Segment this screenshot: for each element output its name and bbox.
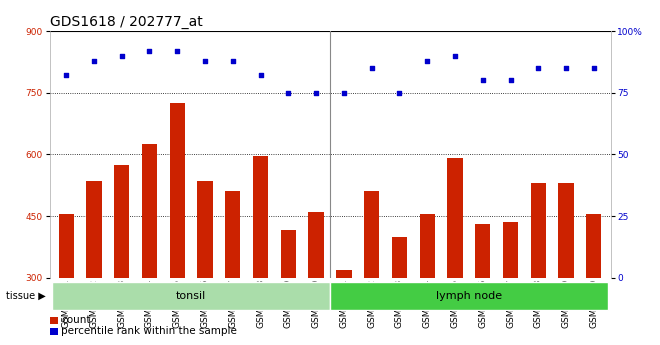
Point: [394, 90, 405, 96]
Bar: [503, 222, 518, 278]
Text: GDS1618 / 202777_at: GDS1618 / 202777_at: [50, 14, 202, 29]
Bar: [142, 144, 157, 278]
Point: [88, 58, 99, 63]
Bar: [364, 191, 380, 278]
Bar: [420, 214, 435, 278]
Bar: [308, 212, 324, 278]
Point: [506, 78, 516, 83]
Bar: [59, 214, 74, 278]
Text: percentile rank within the sample: percentile rank within the sample: [61, 326, 237, 336]
Text: lymph node: lymph node: [436, 291, 502, 301]
Text: count: count: [61, 315, 91, 325]
Point: [116, 53, 127, 58]
Point: [449, 53, 460, 58]
Bar: [475, 224, 490, 278]
Point: [422, 58, 432, 63]
Point: [477, 78, 488, 83]
Point: [172, 48, 183, 53]
Point: [561, 65, 572, 71]
Bar: [225, 191, 240, 278]
Point: [255, 73, 266, 78]
Point: [228, 58, 238, 63]
Point: [339, 90, 349, 96]
Point: [533, 65, 544, 71]
Bar: [114, 165, 129, 278]
Bar: [336, 269, 352, 278]
Point: [311, 90, 321, 96]
Bar: [586, 214, 601, 278]
Bar: [330, 282, 608, 310]
Bar: [170, 103, 185, 278]
Bar: [280, 230, 296, 278]
Point: [366, 65, 377, 71]
Bar: [447, 158, 463, 278]
Point: [283, 90, 294, 96]
Bar: [558, 183, 574, 278]
Point: [589, 65, 599, 71]
Bar: [253, 156, 268, 278]
Bar: [86, 181, 102, 278]
Bar: [531, 183, 546, 278]
Text: tonsil: tonsil: [176, 291, 207, 301]
Point: [61, 73, 71, 78]
Text: tissue ▶: tissue ▶: [7, 291, 46, 301]
Point: [144, 48, 154, 53]
Point: [200, 58, 211, 63]
Bar: [52, 282, 330, 310]
Bar: [197, 181, 213, 278]
Bar: [392, 237, 407, 278]
